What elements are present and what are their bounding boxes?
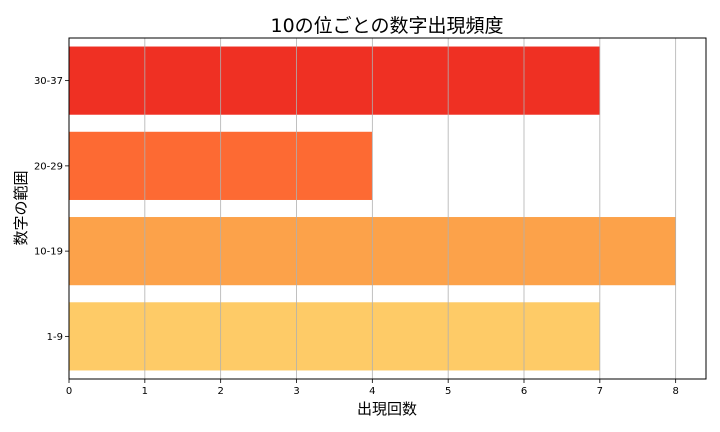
- x-tick-label: 7: [597, 386, 603, 397]
- x-tick-label: 4: [369, 386, 375, 397]
- x-tick-label: 1: [142, 386, 148, 397]
- bar-1-9: [69, 302, 600, 371]
- x-axis-label: 出現回数: [357, 400, 417, 418]
- y-axis-label: 数字の範囲: [12, 170, 30, 245]
- y-tick-label: 20-29: [34, 161, 63, 172]
- x-ticks: 0 1 2 3 4 5 6 7 8: [66, 379, 679, 397]
- x-tick-label: 8: [672, 386, 678, 397]
- chart-title: 10の位ごとの数字出現頻度: [271, 15, 504, 37]
- bar-30-37: [69, 46, 600, 115]
- x-tick-label: 0: [66, 386, 72, 397]
- y-tick-label: 1-9: [47, 332, 63, 343]
- plot-frame: [68, 37, 707, 380]
- y-tick-label: 10-19: [34, 247, 63, 258]
- x-tick-label: 5: [445, 386, 451, 397]
- x-tick-label: 3: [293, 386, 299, 397]
- x-tick-label: 6: [521, 386, 527, 397]
- x-tick-label: 2: [217, 386, 223, 397]
- y-tick-label: 30-37: [34, 76, 63, 87]
- y-ticks: 1-9 10-19 20-29 30-37: [34, 76, 69, 343]
